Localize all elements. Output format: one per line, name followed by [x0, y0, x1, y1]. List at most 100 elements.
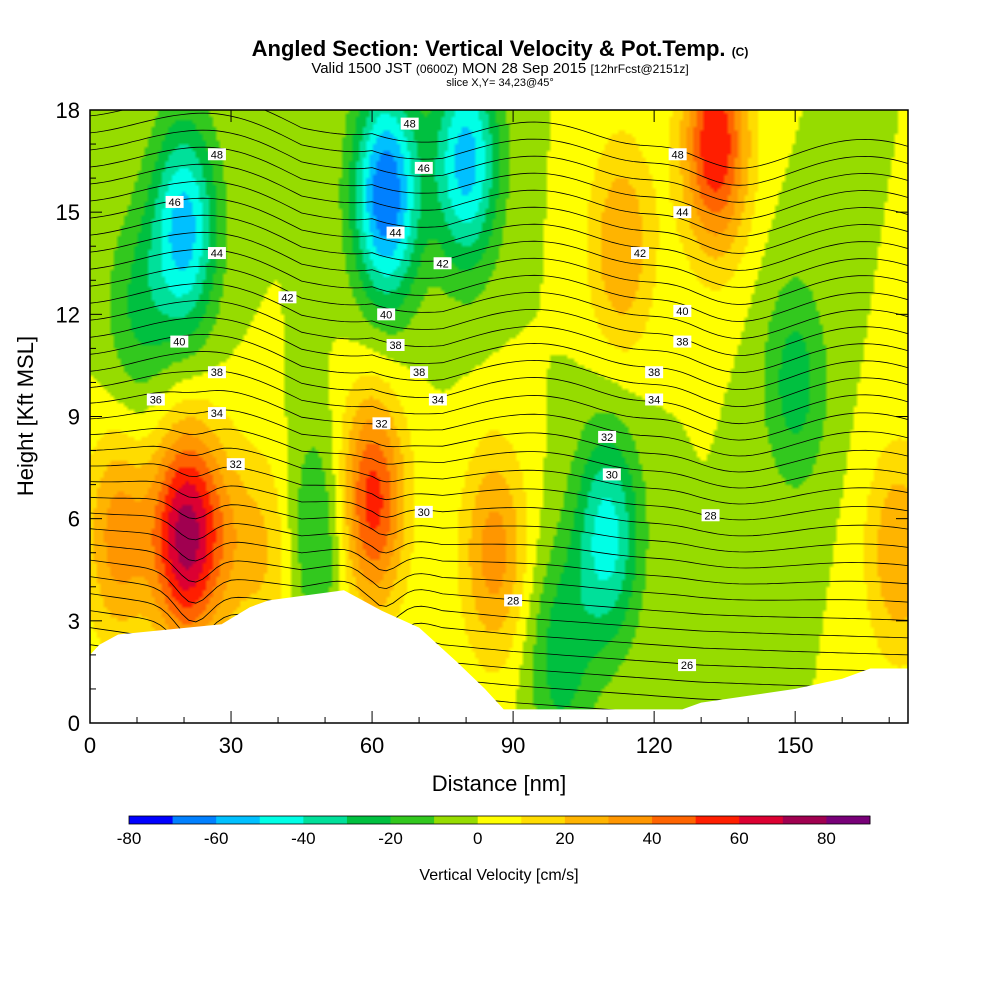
colorbar-swatch	[477, 816, 522, 824]
theta-contour-line	[90, 428, 908, 489]
svg-text:38: 38	[676, 337, 688, 349]
theta-contour-label: 34	[428, 393, 447, 406]
svg-text:28: 28	[704, 510, 716, 522]
colorbar-tick-label: 80	[817, 829, 836, 848]
theta-contour-label: 44	[207, 247, 226, 260]
theta-contour-line	[90, 282, 908, 356]
theta-contour-line	[90, 544, 908, 603]
theta-contour-label: 46	[165, 195, 184, 209]
theta-contour-line	[90, 480, 908, 537]
y-axis: 0 36 9 12 15 18	[56, 98, 908, 736]
colorbar-swatch	[346, 816, 392, 824]
svg-text:38: 38	[648, 367, 660, 379]
colorbar-tick-label: 20	[555, 829, 574, 848]
svg-text:34: 34	[211, 408, 223, 420]
x-tick-label: 30	[219, 733, 243, 758]
theta-contour-line	[90, 463, 908, 521]
x-tick-label: 0	[84, 733, 96, 758]
svg-text:48: 48	[672, 149, 684, 161]
theta-contour-labels: 48 48 48 46 46 44 44 44 42 42 42 40 40 40 38 38 38 38 38 36…	[146, 117, 720, 672]
theta-contour-line	[90, 528, 908, 585]
x-axis-label: Distance [nm]	[432, 771, 567, 796]
colorbar-tick-label: 40	[643, 829, 662, 848]
colorbar-swatch	[652, 816, 697, 824]
colorbar-swatch	[129, 816, 174, 824]
svg-text:34: 34	[432, 394, 444, 406]
x-tick-label: 60	[360, 733, 384, 758]
theta-contour-label: 42	[278, 291, 297, 304]
svg-text:40: 40	[173, 337, 185, 349]
colorbar-swatch	[608, 816, 653, 824]
theta-contour-line	[90, 180, 908, 254]
colorbar-swatch	[434, 816, 479, 824]
svg-text:46: 46	[418, 163, 430, 175]
theta-contour-line	[90, 593, 908, 656]
svg-text:44: 44	[676, 207, 688, 219]
theta-contour-label: 30	[414, 505, 433, 519]
colorbar-swatch	[172, 816, 217, 824]
velocity-field: 48 48 48 46 46 44 44 44 42 42 42 40 40 40 38 38 38 38 38 36…	[90, 110, 908, 723]
svg-text:38: 38	[389, 340, 401, 352]
svg-text:32: 32	[601, 432, 613, 444]
colorbar-tick-label: -20	[378, 829, 403, 848]
colorbar-swatch	[390, 816, 435, 824]
svg-text:42: 42	[634, 248, 646, 260]
colorbar-swatch	[695, 816, 740, 824]
theta-contour-label: 38	[207, 366, 226, 379]
theta-contour-label: 28	[701, 509, 720, 522]
theta-contour-label: 38	[386, 338, 405, 352]
theta-contour-line	[90, 496, 908, 553]
colorbar: -80 -60 -40 -20 0 20 40 60 80	[117, 815, 871, 848]
theta-contour-line	[90, 110, 908, 169]
svg-text:38: 38	[413, 367, 425, 379]
chart-subtitle: Valid 1500 JST (0600Z) MON 28 Sep 2015 […	[311, 60, 689, 77]
x-tick-label: 150	[777, 733, 814, 758]
theta-contour-label: 48	[207, 148, 226, 161]
theta-contour-label: 34	[645, 393, 664, 406]
theta-contour-label: 40	[377, 308, 396, 321]
theta-contour-label: 26	[678, 659, 697, 672]
x-tick-label: 90	[501, 733, 525, 758]
y-tick-label: 15	[56, 200, 80, 225]
colorbar-tick-label: -60	[204, 829, 229, 848]
svg-text:36: 36	[150, 394, 162, 406]
y-tick-label: 6	[68, 507, 80, 532]
y-tick-label: 0	[68, 711, 80, 736]
svg-text:40: 40	[676, 306, 688, 318]
theta-contour-line	[90, 146, 908, 220]
svg-text:30: 30	[418, 507, 430, 519]
y-tick-label: 18	[56, 98, 80, 123]
terrain-mask	[90, 590, 908, 723]
theta-contour-line	[90, 370, 908, 441]
colorbar-swatch	[259, 816, 304, 824]
velocity-shading	[90, 110, 908, 723]
svg-text:40: 40	[380, 309, 392, 321]
svg-text:46: 46	[168, 197, 180, 209]
theta-contour-line	[90, 316, 908, 391]
colorbar-swatch	[782, 816, 827, 824]
svg-text:42: 42	[281, 292, 293, 304]
colorbar-tick-label: 60	[730, 829, 749, 848]
theta-contour-label: 42	[631, 247, 650, 260]
chart-title: Angled Section: Vertical Velocity & Pot.…	[251, 36, 749, 61]
theta-contour-line	[90, 214, 908, 288]
theta-contour-label: 28	[504, 594, 523, 607]
theta-contour-line	[90, 351, 908, 425]
theta-contour-label: 44	[386, 226, 405, 240]
theta-contour-label: 42	[433, 257, 452, 270]
svg-text:28: 28	[507, 595, 519, 607]
theta-contour-line	[90, 129, 908, 203]
theta-contour-line	[90, 390, 908, 457]
theta-contour-line	[90, 248, 908, 322]
y-tick-label: 9	[68, 405, 80, 430]
x-axis: 0 30 60 90 120 150	[84, 110, 890, 758]
theta-contour-label: 34	[207, 407, 226, 420]
colorbar-frame	[128, 815, 871, 825]
colorbar-tick-label: -80	[117, 829, 142, 848]
theta-contour-line	[90, 299, 908, 374]
svg-text:44: 44	[211, 248, 223, 260]
colorbar-swatch	[521, 816, 566, 824]
theta-contour-line	[90, 576, 908, 639]
theta-contour-label: 48	[400, 117, 419, 131]
y-tick-label: 12	[56, 302, 80, 327]
